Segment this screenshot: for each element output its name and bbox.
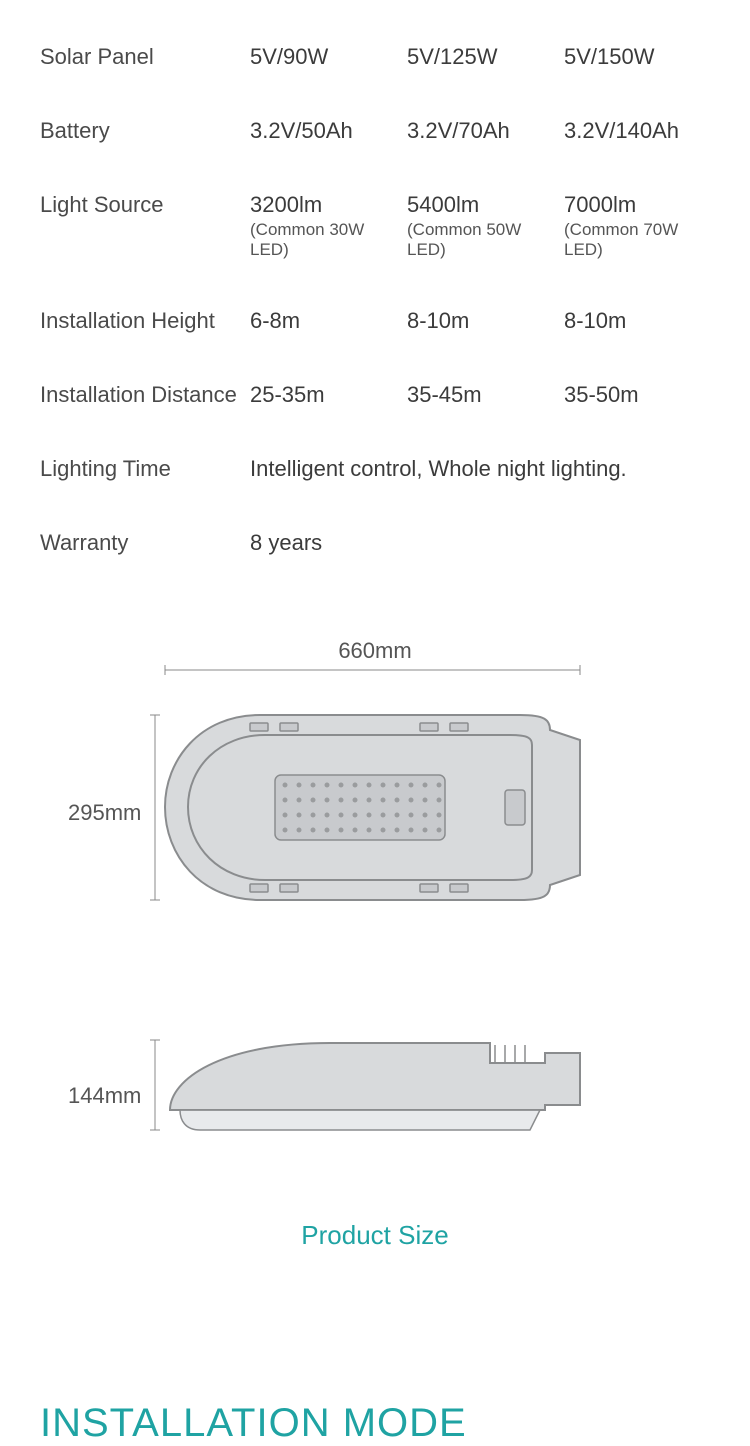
spec-cell-wide: 8 years (250, 530, 322, 556)
spec-label: Solar Panel (40, 44, 250, 70)
spec-values: 3.2V/50Ah 3.2V/70Ah 3.2V/140Ah (250, 118, 721, 144)
spec-values: 6-8m 8-10m 8-10m (250, 308, 721, 334)
spec-cell-main: 3200lm (250, 192, 407, 218)
spec-label: Battery (40, 118, 250, 144)
spec-cell: 5400lm (Common 50W LED) (407, 192, 564, 260)
spec-row-battery: Battery 3.2V/50Ah 3.2V/70Ah 3.2V/140Ah (40, 94, 710, 168)
spec-cell-wide: Intelligent control, Whole night lightin… (250, 456, 627, 482)
spec-row-lighting-time: Lighting Time Intelligent control, Whole… (40, 432, 710, 506)
dimension-width-label: 660mm (0, 638, 750, 664)
spec-row-install-distance: Installation Distance 25-35m 35-45m 35-5… (40, 358, 710, 432)
spec-cell: 6-8m (250, 308, 407, 334)
spec-label: Warranty (40, 530, 250, 556)
spec-cell: 35-45m (407, 382, 564, 408)
lamp-top-view-icon (150, 665, 595, 905)
spec-row-warranty: Warranty 8 years (40, 506, 710, 580)
spec-row-light-source: Light Source 3200lm (Common 30W LED) 540… (40, 168, 710, 284)
spec-values: 25-35m 35-45m 35-50m (250, 382, 721, 408)
dimension-depth-label: 144mm (68, 1083, 141, 1109)
spec-cell: 3.2V/50Ah (250, 118, 407, 144)
spec-label: Installation Height (40, 308, 250, 334)
spec-cell-main: 5400lm (407, 192, 564, 218)
installation-mode-heading: INSTALLATION MODE (40, 1401, 750, 1446)
spec-cell: 3.2V/70Ah (407, 118, 564, 144)
spec-values: 5V/90W 5V/125W 5V/150W (250, 44, 721, 70)
spec-cell: 7000lm (Common 70W LED) (564, 192, 721, 260)
spec-cell: 3.2V/140Ah (564, 118, 721, 144)
spec-cell: 3200lm (Common 30W LED) (250, 192, 407, 260)
spec-cell-sub: (Common 70W LED) (564, 220, 721, 260)
spec-cell: 5V/125W (407, 44, 564, 70)
spec-row-install-height: Installation Height 6-8m 8-10m 8-10m (40, 284, 710, 358)
spec-table: Solar Panel 5V/90W 5V/125W 5V/150W Batte… (0, 0, 750, 580)
spec-cell: 5V/150W (564, 44, 721, 70)
spec-cell-sub: (Common 30W LED) (250, 220, 407, 260)
spec-cell-sub: (Common 50W LED) (407, 220, 564, 260)
spec-cell: 8-10m (564, 308, 721, 334)
spec-cell-main: 7000lm (564, 192, 721, 218)
spec-label: Light Source (40, 192, 250, 218)
product-diagram: 660mm 295mm 144mm (0, 620, 750, 1180)
spec-cell: 25-35m (250, 382, 407, 408)
lamp-side-view-icon (150, 1035, 595, 1135)
spec-label: Lighting Time (40, 456, 250, 482)
product-size-caption: Product Size (0, 1220, 750, 1251)
spec-cell: 8-10m (407, 308, 564, 334)
spec-values: 3200lm (Common 30W LED) 5400lm (Common 5… (250, 192, 721, 260)
spec-label: Installation Distance (40, 382, 250, 408)
spec-cell: 35-50m (564, 382, 721, 408)
spec-row-solar-panel: Solar Panel 5V/90W 5V/125W 5V/150W (40, 20, 710, 94)
dimension-height-label: 295mm (68, 800, 141, 826)
spec-cell: 5V/90W (250, 44, 407, 70)
